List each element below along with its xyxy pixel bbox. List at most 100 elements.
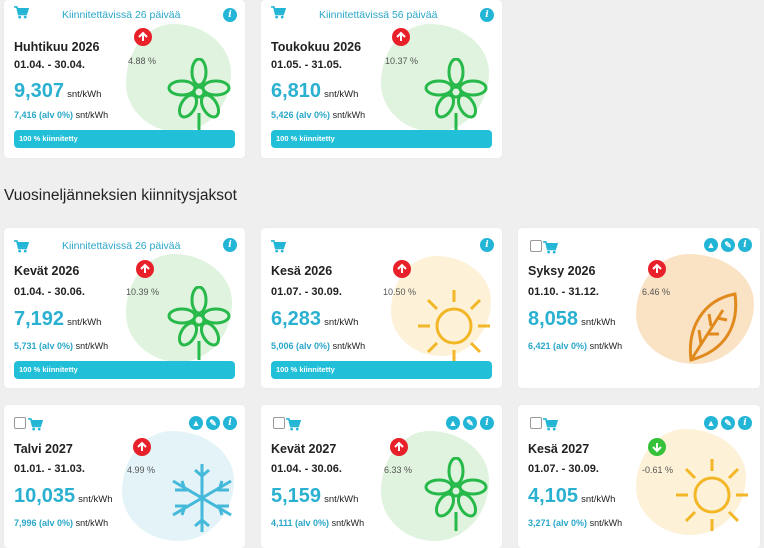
alv-unit: snt/kWh bbox=[332, 110, 366, 120]
price-alv0: 7,996 (alv 0%) bbox=[14, 518, 74, 528]
info-icon[interactable]: i bbox=[223, 238, 237, 252]
period-dates: 01.07. - 30.09. bbox=[271, 286, 342, 298]
info-icon[interactable]: i bbox=[480, 238, 494, 252]
edit-icon[interactable]: ✎ bbox=[721, 416, 735, 430]
arrow-down-icon bbox=[648, 438, 666, 456]
edit-icon[interactable]: ✎ bbox=[721, 238, 735, 252]
select-checkbox[interactable] bbox=[14, 417, 26, 429]
price-value: 4,105 bbox=[528, 485, 579, 507]
price-unit: snt/kWh bbox=[581, 494, 616, 505]
price-change: 6.33 % bbox=[384, 465, 413, 475]
cart-icon[interactable] bbox=[14, 240, 29, 253]
price-alv0: 5,006 (alv 0%) bbox=[271, 341, 331, 351]
bell-icon[interactable]: ▲ bbox=[704, 238, 718, 252]
select-checkbox[interactable] bbox=[530, 417, 542, 429]
select-checkbox[interactable] bbox=[273, 417, 285, 429]
price-value: 5,159 bbox=[271, 485, 322, 507]
price-unit: snt/kWh bbox=[324, 89, 359, 100]
info-icon[interactable]: i bbox=[480, 416, 494, 430]
cart-icon[interactable] bbox=[271, 6, 286, 19]
select-checkbox[interactable] bbox=[530, 240, 542, 252]
edit-icon[interactable]: ✎ bbox=[463, 416, 477, 430]
arrow-up-icon bbox=[648, 260, 666, 278]
info-icon[interactable]: i bbox=[223, 416, 237, 430]
arrow-up-icon bbox=[392, 28, 410, 46]
period-card[interactable]: ▲ ✎ i Kevät 2027 01.04. - 30.06. 6.33 % 5,… bbox=[261, 405, 502, 548]
price-unit: snt/kWh bbox=[78, 494, 113, 505]
arrow-up-icon bbox=[133, 438, 151, 456]
cart-icon[interactable] bbox=[14, 6, 29, 19]
cart-icon[interactable] bbox=[271, 240, 286, 253]
period-card[interactable]: Kiinnitettävissä 26 päivää i Huhtikuu 20… bbox=[4, 0, 245, 158]
price-alv0: 5,426 (alv 0%) bbox=[271, 110, 331, 120]
alv-unit: snt/kWh bbox=[75, 341, 109, 351]
period-title: Huhtikuu 2026 bbox=[14, 40, 100, 54]
flower-icon bbox=[424, 457, 488, 531]
edit-icon[interactable]: ✎ bbox=[206, 416, 220, 430]
price-value: 8,058 bbox=[528, 308, 579, 330]
alv-unit: snt/kWh bbox=[75, 518, 109, 528]
period-title: Syksy 2026 bbox=[528, 264, 596, 278]
period-title: Kevät 2026 bbox=[14, 264, 80, 278]
price-unit: snt/kWh bbox=[67, 317, 102, 328]
alv-unit: snt/kWh bbox=[589, 518, 623, 528]
section-title: Vuosineljänneksien kiinnitysjaksot bbox=[4, 187, 237, 204]
availability-text: Kiinnitettävissä 26 päivää bbox=[62, 240, 181, 252]
alv-unit: snt/kWh bbox=[75, 110, 109, 120]
alv-unit: snt/kWh bbox=[589, 341, 623, 351]
price-change: 4.88 % bbox=[128, 56, 157, 66]
sun-icon bbox=[676, 459, 748, 531]
period-dates: 01.04. - 30.04. bbox=[14, 59, 85, 71]
price-alv0: 3,271 (alv 0%) bbox=[528, 518, 588, 528]
arrow-up-icon bbox=[390, 438, 408, 456]
cart-icon[interactable] bbox=[543, 241, 558, 254]
period-dates: 01.04. - 30.06. bbox=[271, 463, 342, 475]
arrow-up-icon bbox=[136, 260, 154, 278]
price-unit: snt/kWh bbox=[581, 317, 616, 328]
availability-text: Kiinnitettävissä 56 päivää bbox=[319, 9, 438, 21]
period-card[interactable]: Kiinnitettävissä 26 päivää i Kevät 2026 … bbox=[4, 228, 245, 388]
progress-bar: 100 % kiinnitetty bbox=[271, 130, 492, 148]
info-icon[interactable]: i bbox=[738, 238, 752, 252]
alv-unit: snt/kWh bbox=[332, 341, 366, 351]
info-icon[interactable]: i bbox=[223, 8, 237, 22]
alv-unit: snt/kWh bbox=[331, 518, 365, 528]
bell-icon[interactable]: ▲ bbox=[704, 416, 718, 430]
cart-icon[interactable] bbox=[286, 418, 301, 431]
price-unit: snt/kWh bbox=[67, 89, 102, 100]
price-change: 10.50 % bbox=[383, 287, 417, 297]
price-value: 7,192 bbox=[14, 308, 65, 330]
flower-icon bbox=[167, 58, 231, 132]
bell-icon[interactable]: ▲ bbox=[189, 416, 203, 430]
price-change: 10.39 % bbox=[126, 287, 160, 297]
arrow-up-icon bbox=[393, 260, 411, 278]
period-card[interactable]: ▲ ✎ i Talvi 2027 01.01. - 31.03. 4.99 % 10… bbox=[4, 405, 245, 548]
price-unit: snt/kWh bbox=[324, 317, 359, 328]
period-title: Kesä 2026 bbox=[271, 264, 333, 278]
price-value: 9,307 bbox=[14, 80, 65, 102]
sun-icon bbox=[418, 290, 490, 362]
period-card[interactable]: i Kesä 2026 01.07. - 30.09. 10.50 % 6,28… bbox=[261, 228, 502, 388]
bell-icon[interactable]: ▲ bbox=[446, 416, 460, 430]
cart-icon[interactable] bbox=[28, 418, 43, 431]
progress-bar: 100 % kiinnitetty bbox=[271, 361, 492, 379]
price-unit: snt/kWh bbox=[324, 494, 359, 505]
period-dates: 01.01. - 31.03. bbox=[14, 463, 85, 475]
flower-icon bbox=[167, 286, 231, 360]
period-title: Toukokuu 2026 bbox=[271, 40, 362, 54]
price-change: 6.46 % bbox=[642, 287, 671, 297]
price-change: -0.61 % bbox=[642, 465, 674, 475]
period-dates: 01.05. - 31.05. bbox=[271, 59, 342, 71]
period-card[interactable]: ▲ ✎ i Syksy 2026 01.10. - 31.12. 6.46 % 8,… bbox=[518, 228, 760, 388]
progress-bar: 100 % kiinnitetty bbox=[14, 130, 235, 148]
period-card[interactable]: Kiinnitettävissä 56 päivää i Toukokuu 20… bbox=[261, 0, 502, 158]
period-card[interactable]: ▲ ✎ i Kesä 2027 01.07. - 30.09. -0.61 % 4,… bbox=[518, 405, 760, 548]
cart-icon[interactable] bbox=[543, 418, 558, 431]
period-title: Talvi 2027 bbox=[14, 442, 73, 456]
price-change: 10.37 % bbox=[385, 56, 419, 66]
info-icon[interactable]: i bbox=[480, 8, 494, 22]
leaf-icon bbox=[688, 292, 738, 362]
info-icon[interactable]: i bbox=[738, 416, 752, 430]
period-dates: 01.07. - 30.09. bbox=[528, 463, 599, 475]
period-dates: 01.04. - 30.06. bbox=[14, 286, 85, 298]
